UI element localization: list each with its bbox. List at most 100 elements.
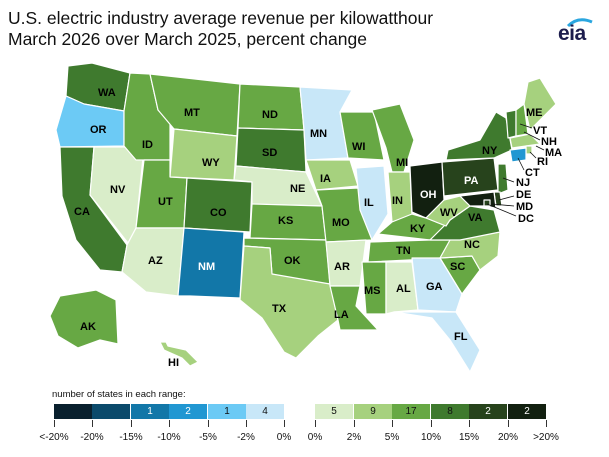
label-MT: MT [184, 107, 200, 119]
state-CT[interactable] [509, 147, 527, 163]
label-IN: IN [392, 195, 403, 207]
state-CO[interactable] [183, 177, 253, 233]
legend-tick-label: >20% [533, 432, 559, 443]
label-OR: OR [90, 124, 107, 136]
legend-tick-mark [246, 420, 247, 427]
label-LA: LA [334, 309, 349, 321]
label-VT: VT [533, 125, 547, 137]
eia-logo-arc-icon [566, 18, 593, 28]
legend-bin: 2 [469, 404, 507, 419]
legend-bin [54, 404, 92, 419]
eia-logo: eia [556, 16, 600, 48]
label-ID: ID [142, 139, 153, 151]
label-ND: ND [262, 109, 278, 121]
label-NH: NH [541, 136, 557, 148]
legend-tick-mark [546, 420, 547, 427]
legend-tick-mark [431, 420, 432, 427]
label-CA: CA [74, 206, 90, 218]
legend-bin: 4 [246, 404, 284, 419]
legend-tick-label: 2% [346, 432, 362, 443]
state-NY[interactable] [445, 111, 513, 161]
label-VA: VA [468, 212, 483, 224]
state-NM[interactable] [177, 227, 245, 299]
legend-bin: 2 [508, 404, 546, 419]
label-MA: MA [545, 147, 562, 159]
state-IA[interactable] [305, 159, 359, 191]
legend-bin: 17 [392, 404, 430, 419]
label-MI: MI [396, 157, 408, 169]
legend-tick-mark [92, 420, 93, 427]
label-TX: TX [272, 303, 287, 315]
label-AR: AR [334, 261, 350, 273]
state-WY[interactable] [169, 128, 238, 181]
legend-tick-label: -15% [119, 432, 143, 443]
label-IL: IL [364, 197, 374, 209]
label-MO: MO [332, 217, 350, 229]
label-TN: TN [396, 245, 411, 257]
label-NY: NY [482, 145, 498, 157]
state-labels: WA OR CA NV ID MT WY UT AZ CO NM ND SD N… [74, 87, 562, 369]
legend-tick-label: 20% [497, 432, 519, 443]
legend-tick-mark [354, 420, 355, 427]
state-MA[interactable] [509, 133, 541, 149]
state-WI[interactable] [339, 111, 385, 161]
legend-bin: 5 [315, 404, 353, 419]
legend-tick-mark [284, 420, 285, 427]
label-MD: MD [516, 201, 533, 213]
label-WV: WV [440, 207, 458, 219]
label-NJ: NJ [516, 177, 530, 189]
state-NJ[interactable] [497, 163, 509, 195]
label-CT: CT [525, 167, 540, 179]
label-SD: SD [262, 147, 277, 159]
label-NV: NV [110, 184, 126, 196]
label-DC: DC [518, 213, 534, 225]
label-GA: GA [426, 281, 443, 293]
legend-tick-label: 0% [276, 432, 292, 443]
label-HI: HI [168, 357, 179, 369]
state-LA[interactable] [329, 285, 379, 331]
legend-title: number of states in each range: [52, 389, 186, 400]
legend-tick-mark [208, 420, 209, 427]
state-IL[interactable] [355, 165, 389, 241]
label-RI: RI [537, 156, 548, 168]
legend-tick-label: -20% [80, 432, 104, 443]
legend-bin: 1 [131, 404, 169, 419]
label-IA: IA [320, 173, 331, 185]
legend-tick-label: 15% [458, 432, 480, 443]
label-AZ: AZ [148, 255, 163, 267]
state-ND[interactable] [237, 83, 305, 131]
legend-bin: 2 [169, 404, 207, 419]
state-TX[interactable] [239, 245, 339, 359]
label-WA: WA [98, 87, 116, 99]
legend-tick-label: -10% [157, 432, 181, 443]
legend-bin: 8 [431, 404, 469, 419]
legend-bin [92, 404, 130, 419]
legend-tick-mark [508, 420, 509, 427]
state-VT[interactable] [505, 109, 517, 139]
label-DE: DE [516, 189, 531, 201]
label-MN: MN [310, 128, 327, 140]
label-NE: NE [290, 183, 305, 195]
label-CO: CO [210, 207, 227, 219]
state-AK[interactable] [49, 289, 119, 349]
state-GA[interactable] [411, 257, 463, 313]
map-title: U.S. electric industry average revenue p… [8, 8, 433, 50]
label-OH: OH [420, 189, 437, 201]
state-AL[interactable] [385, 261, 419, 315]
legend-tick-mark [131, 420, 132, 427]
legend-tick-mark [392, 420, 393, 427]
label-NM: NM [198, 261, 215, 273]
legend-bin: 1 [208, 404, 246, 419]
label-ME: ME [526, 107, 543, 119]
state-FL[interactable] [393, 311, 481, 373]
legend-tick-label: 5% [384, 432, 400, 443]
title-line-2: March 2026 over March 2025, percent chan… [8, 29, 367, 49]
state-HI[interactable] [159, 341, 199, 367]
title-line-1: U.S. electric industry average revenue p… [8, 8, 434, 28]
state-ME[interactable] [523, 77, 557, 131]
label-MS: MS [364, 285, 381, 297]
label-WY: WY [202, 157, 220, 169]
legend-tick-label: -2% [237, 432, 255, 443]
legend-tick-mark [169, 420, 170, 427]
